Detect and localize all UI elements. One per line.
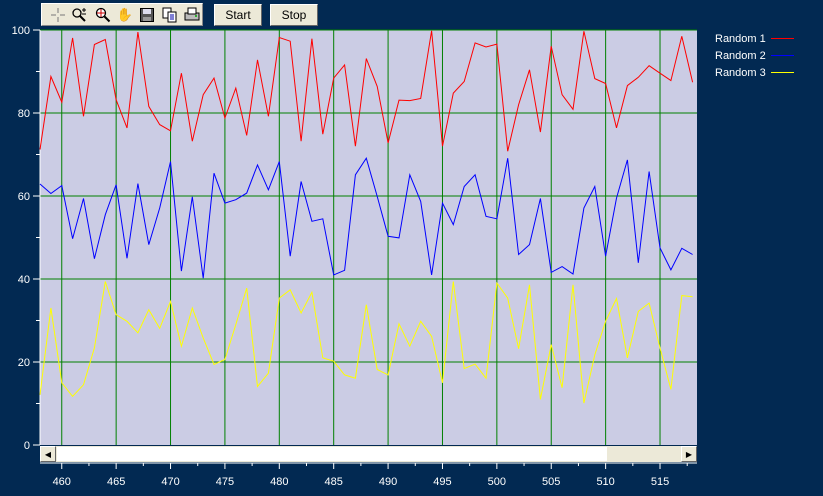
series-line-random-2 bbox=[39, 157, 693, 279]
x-tick-label: 460 bbox=[53, 476, 71, 488]
y-tick-label: 100 bbox=[12, 25, 30, 37]
legend-item-random-3: Random 3 bbox=[715, 64, 794, 81]
y-tick-label: 20 bbox=[18, 357, 30, 369]
scrollbar-thumb[interactable] bbox=[57, 447, 607, 461]
legend-label: Random 2 bbox=[715, 49, 766, 62]
x-tick-label: 505 bbox=[542, 476, 560, 488]
x-tick-label: 495 bbox=[433, 476, 451, 488]
x-tick-label: 490 bbox=[379, 476, 397, 488]
x-tick-label: 485 bbox=[325, 476, 343, 488]
legend-item-random-2: Random 2 bbox=[715, 47, 794, 64]
plot-area bbox=[40, 30, 697, 445]
x-tick-label: 465 bbox=[107, 476, 125, 488]
zoom-in-out-icon[interactable] bbox=[70, 6, 89, 24]
y-tick-label: 80 bbox=[18, 108, 30, 120]
y-tick-label: 40 bbox=[18, 274, 30, 286]
series-line-random-3 bbox=[39, 281, 693, 404]
zoom-target-icon[interactable] bbox=[93, 6, 112, 24]
legend-swatch bbox=[771, 55, 794, 56]
chart-toolbar: ✋ bbox=[41, 3, 203, 26]
series-line-random-1 bbox=[39, 30, 694, 152]
x-tick-label: 480 bbox=[270, 476, 288, 488]
legend-label: Random 3 bbox=[715, 66, 766, 79]
x-tick-label: 475 bbox=[216, 476, 234, 488]
start-button[interactable]: Start bbox=[214, 4, 262, 26]
chart-legend: Random 1 Random 2 Random 3 bbox=[715, 30, 794, 81]
copy-icon[interactable] bbox=[160, 6, 179, 24]
scroll-right-arrow-icon[interactable]: ▶ bbox=[681, 446, 697, 462]
pan-hand-icon[interactable]: ✋ bbox=[116, 6, 134, 22]
x-tick-label: 515 bbox=[651, 476, 669, 488]
save-icon[interactable] bbox=[138, 6, 157, 24]
legend-label: Random 1 bbox=[715, 32, 766, 45]
legend-swatch bbox=[771, 38, 794, 39]
legend-item-random-1: Random 1 bbox=[715, 30, 794, 47]
y-tick-label: 0 bbox=[24, 440, 30, 452]
stop-button[interactable]: Stop bbox=[270, 4, 318, 26]
scroll-left-arrow-icon[interactable]: ◀ bbox=[40, 446, 56, 462]
print-icon[interactable] bbox=[183, 6, 202, 24]
x-tick-label: 470 bbox=[161, 476, 179, 488]
crosshair-icon[interactable] bbox=[48, 6, 67, 24]
x-tick-label: 500 bbox=[488, 476, 506, 488]
horizontal-scrollbar[interactable]: ◀ ▶ bbox=[40, 446, 697, 462]
x-tick-label: 510 bbox=[596, 476, 614, 488]
legend-swatch bbox=[771, 72, 794, 73]
y-tick-label: 60 bbox=[18, 191, 30, 203]
